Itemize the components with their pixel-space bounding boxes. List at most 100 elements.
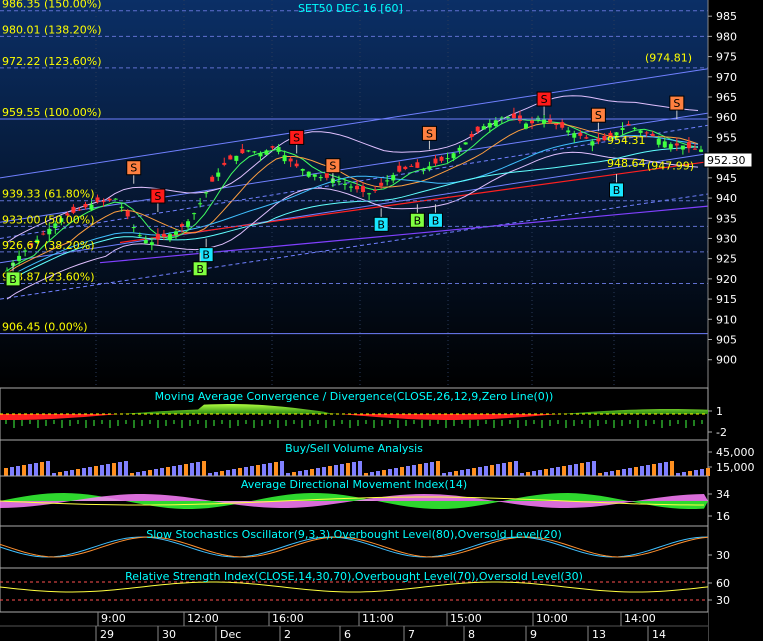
panel-tick-label: 60 — [716, 577, 730, 590]
volume-bar — [238, 468, 242, 476]
volume-bar — [652, 464, 656, 476]
candle-body — [107, 198, 112, 201]
time-label: 10:00 — [536, 612, 568, 625]
volume-bar — [64, 471, 68, 476]
volume-bar — [484, 466, 488, 476]
price-annotation: 954.31 — [607, 134, 646, 147]
candle-body — [554, 123, 559, 126]
volume-bar — [214, 472, 218, 476]
volume-bar — [88, 467, 92, 476]
fib-level-label: 918.87 (23.60%) — [2, 270, 95, 283]
signal-label: B — [196, 263, 204, 276]
candle-body — [204, 192, 209, 194]
ma-medium — [6, 122, 699, 274]
candle-body — [252, 151, 257, 153]
candle-body — [155, 233, 160, 240]
price-tick-label: 925 — [716, 253, 737, 266]
bollinger-upper — [6, 95, 699, 243]
candle-body — [608, 132, 613, 138]
candle-body — [35, 239, 40, 243]
volume-bar — [706, 468, 710, 476]
candle-body — [584, 137, 589, 139]
macd-negative-area — [0, 414, 708, 420]
volume-bar — [694, 470, 698, 476]
volume-bar — [148, 470, 152, 476]
volume-bar — [292, 472, 296, 476]
time-label: 12:00 — [187, 612, 219, 625]
volume-bar — [94, 466, 98, 476]
candle-body — [566, 130, 571, 133]
volume-bar — [640, 466, 644, 476]
channel-line-upper — [0, 68, 709, 179]
volume-bar — [124, 461, 128, 476]
volume-bar — [382, 470, 386, 476]
main-plot-bg — [0, 0, 708, 388]
volume-bar — [106, 464, 110, 476]
candle-body — [602, 135, 607, 141]
candle-body — [137, 235, 142, 237]
date-label: 8 — [468, 628, 475, 641]
volume-bar — [322, 467, 326, 476]
price-tick-label: 980 — [716, 30, 737, 43]
candle-body — [270, 146, 275, 148]
buy-signal — [609, 182, 624, 198]
signal-label: B — [613, 184, 621, 197]
signal-label: S — [130, 162, 137, 175]
volume-bar — [400, 467, 404, 476]
volume-bar — [664, 462, 668, 476]
stochastic-d-line — [0, 536, 709, 558]
candle-body — [355, 185, 360, 190]
price-tick-label: 970 — [716, 71, 737, 84]
signal-label: S — [329, 160, 336, 173]
time-label: 15:00 — [450, 612, 482, 625]
candle-body — [614, 132, 619, 136]
volume-bar — [58, 472, 62, 476]
volume-bar — [184, 464, 188, 476]
candle-body — [421, 168, 426, 171]
candle-body — [342, 183, 347, 185]
fib-level-label: 939.33 (61.80%) — [2, 188, 95, 201]
volume-bar — [352, 462, 356, 476]
volume-bar — [616, 470, 620, 476]
candle-body — [475, 126, 480, 132]
candle-body — [662, 141, 667, 148]
volume-bar — [4, 468, 8, 476]
volume-bar — [478, 467, 482, 476]
time-label: 14:00 — [624, 612, 656, 625]
candle-body — [590, 141, 595, 146]
fib-level-label: 933.00 (50.00%) — [2, 213, 95, 226]
volume-bar — [472, 468, 476, 476]
candle-body — [427, 166, 432, 170]
candle-body — [692, 148, 697, 150]
candle-body — [173, 231, 178, 235]
last-price-marker: 952.30 — [703, 152, 753, 168]
volume-bar — [334, 465, 338, 476]
candle-body — [493, 120, 498, 127]
price-tick-label: 975 — [716, 51, 737, 64]
volume-bar — [46, 461, 50, 476]
candle-body — [644, 132, 649, 134]
volume-bar — [370, 472, 374, 476]
candle-body — [5, 270, 10, 272]
candle-body — [47, 228, 52, 235]
volume-bar — [256, 465, 260, 476]
volume-bar — [556, 467, 560, 476]
panel-title: Moving Average Convergence / Divergence(… — [155, 390, 554, 403]
volume-bar — [178, 465, 182, 476]
volume-bar — [268, 463, 272, 476]
volume-bar — [244, 467, 248, 476]
candle-body — [53, 223, 58, 229]
price-tick-label: 905 — [716, 334, 737, 347]
ma-fast — [6, 118, 699, 272]
candle-body — [367, 193, 372, 195]
candle-body — [409, 165, 414, 167]
price-annotations: (974.81) 954.31 948.64 (947.99) — [607, 51, 694, 172]
candle-body — [192, 213, 197, 215]
candle-body — [89, 204, 94, 210]
volume-bar — [550, 468, 554, 476]
channel-line-lower — [0, 153, 709, 264]
candle-body — [210, 176, 215, 182]
signal-label: S — [426, 127, 433, 140]
